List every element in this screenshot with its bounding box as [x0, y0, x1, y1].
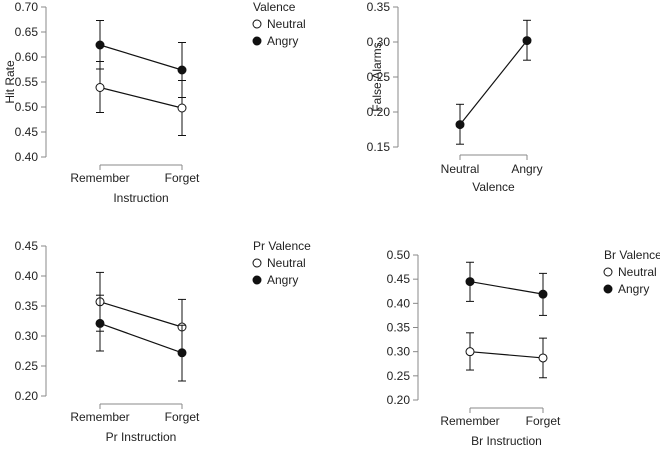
series-line: [459, 40, 528, 125]
y-tick-label: 0.25: [15, 359, 39, 373]
legend-title: Pr Valence: [253, 239, 311, 253]
y-tick-label: 0.35: [367, 0, 391, 14]
legend-label: Neutral: [267, 17, 306, 31]
y-tick-label: 0.60: [15, 50, 39, 64]
y-tick-label: 0.35: [387, 321, 411, 335]
y-tick-label: 0.40: [15, 150, 39, 164]
y-tick-label: 0.30: [15, 329, 39, 343]
series-line: [469, 280, 544, 295]
legend: Br Valence Neutral Angry: [603, 248, 660, 296]
legend-title: Valence: [253, 0, 296, 14]
series-line: [99, 44, 183, 71]
series-neutral: [95, 271, 187, 355]
y-tick-label: 0.50: [15, 100, 39, 114]
x-axis-title: Instruction: [113, 191, 168, 205]
y-tick-label: 0.45: [387, 272, 411, 286]
legend-label: Angry: [618, 282, 649, 296]
series-neutral: [465, 332, 548, 379]
data-point: [177, 348, 187, 358]
series-line: [99, 322, 183, 354]
x-tick-label: Forget: [165, 410, 200, 424]
legend-label: Angry: [267, 34, 298, 48]
y-tick-label: 0.20: [387, 393, 411, 407]
y-axis-title: False Alarms: [370, 42, 384, 111]
data-point: [177, 103, 187, 113]
series-line: [469, 351, 544, 359]
chart-panel-top-left: 0.40 0.45 0.50 0.55 0.60 0.65 0.70 Remember Forg…: [3, 0, 306, 205]
x-tick-label: Remember: [440, 414, 499, 428]
y-tick-label: 0.40: [15, 269, 39, 283]
series-false-alarms: [455, 19, 532, 145]
chart-panel-bottom-left: 0.20 0.25 0.30 0.35 0.40 0.45 Remember Forget Pr…: [15, 239, 311, 444]
y-tick-label: 0.15: [367, 140, 391, 154]
y-tick-label: 0.55: [15, 75, 39, 89]
x-axis-title: Pr Instruction: [106, 430, 177, 444]
data-point: [538, 353, 548, 363]
data-point: [455, 120, 465, 130]
y-tick-label: 0.20: [15, 389, 39, 403]
data-point: [95, 83, 105, 92]
x-tick-label: Remember: [70, 171, 129, 185]
y-tick-label: 0.45: [15, 239, 39, 253]
y-tick-label: 0.45: [15, 125, 39, 139]
legend-marker: [603, 284, 613, 294]
data-point: [95, 318, 105, 328]
series-line: [99, 86, 183, 109]
y-axis-title: Hit Rate: [3, 60, 17, 104]
series-angry: [465, 261, 548, 316]
series-line: [99, 301, 183, 328]
legend-marker: [252, 19, 262, 29]
x-tick-label: Forget: [526, 414, 561, 428]
legend-marker: [252, 258, 262, 268]
series-neutral: [95, 61, 187, 136]
data-point: [538, 289, 548, 299]
data-point: [465, 347, 475, 357]
x-axis-title: Valence: [472, 180, 515, 194]
y-tick-label: 0.25: [367, 70, 391, 84]
y-tick-label: 0.70: [15, 0, 39, 14]
chart-panel-top-right: 0.15 0.20 0.25 0.30 0.35 Neutral Angry Valence F…: [367, 0, 543, 194]
legend-marker: [252, 275, 262, 285]
chart-panel-bottom-right: 0.20 0.25 0.30 0.35 0.40 0.45 0.50 Remember Forg…: [387, 248, 660, 448]
series-angry: [95, 294, 187, 382]
legend-label: Neutral: [618, 265, 657, 279]
legend-marker: [603, 267, 613, 277]
y-tick-label: 0.35: [15, 299, 39, 313]
x-axis-title: Br Instruction: [471, 434, 542, 448]
x-tick-label: Neutral: [441, 162, 480, 176]
data-point: [465, 277, 475, 287]
x-tick-label: Angry: [511, 162, 542, 176]
data-point: [95, 40, 105, 50]
data-point: [177, 65, 187, 75]
x-tick-label: Remember: [70, 410, 129, 424]
y-tick-label: 0.50: [387, 248, 411, 262]
legend-label: Angry: [267, 273, 298, 287]
legend: Pr Valence Neutral Angry: [252, 239, 311, 287]
x-tick-label: Forget: [165, 171, 200, 185]
y-tick-label: 0.25: [387, 369, 411, 383]
y-tick-label: 0.65: [15, 25, 39, 39]
legend-title: Br Valence: [604, 248, 660, 262]
data-point: [522, 36, 532, 46]
y-tick-label: 0.20: [367, 105, 391, 119]
y-tick-label: 0.30: [367, 35, 391, 49]
y-tick-label: 0.40: [387, 296, 411, 310]
legend: Valence Neutral Angry: [252, 0, 306, 48]
legend-marker: [252, 36, 262, 46]
series-angry: [95, 20, 187, 98]
legend-label: Neutral: [267, 256, 306, 270]
y-tick-label: 0.30: [387, 345, 411, 359]
